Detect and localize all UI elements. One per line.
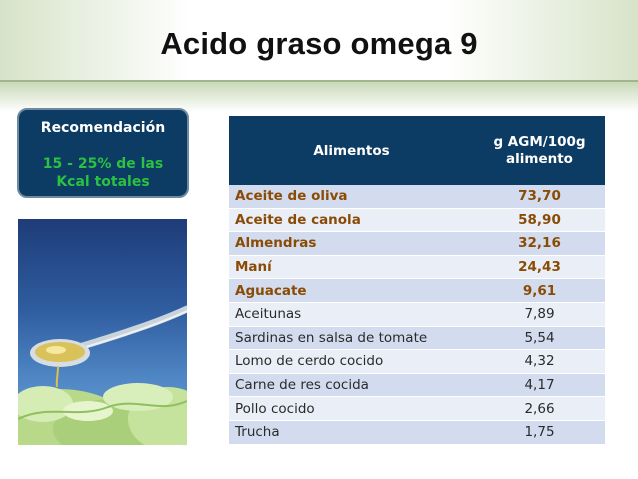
row-food: Pollo cocido xyxy=(235,400,315,417)
row-amount: 7,89 xyxy=(524,306,555,323)
row-amount: 4,32 xyxy=(524,353,555,370)
row-amount: 24,43 xyxy=(518,259,561,276)
table-row: Sardinas en salsa de tomate 5,54 xyxy=(229,326,605,351)
omega9-food-table: Alimentos g AGM/100g alimento Aceite de … xyxy=(229,116,605,445)
recommendation-value: 15 - 25% de las Kcal totales xyxy=(19,155,187,191)
column-header-amount-line2: alimento xyxy=(506,150,573,167)
row-food: Aguacate xyxy=(235,282,307,299)
row-food: Maní xyxy=(235,259,272,276)
row-amount: 2,66 xyxy=(524,400,555,417)
table-row: Carne de res cocida 4,17 xyxy=(229,373,605,398)
header-divider xyxy=(0,80,638,82)
spoon-illustration xyxy=(18,305,187,445)
olive-oil-spoon-photo xyxy=(18,219,187,445)
table-row: Maní 24,43 xyxy=(229,255,605,280)
slide-header xyxy=(0,0,638,82)
row-amount: 9,61 xyxy=(522,282,557,299)
header-band xyxy=(0,82,638,112)
recommendation-title: Recomendación xyxy=(40,120,166,136)
row-food: Carne de res cocida xyxy=(235,377,369,394)
table-row: Lomo de cerdo cocido 4,32 xyxy=(229,350,605,374)
row-food: Trucha xyxy=(235,424,280,441)
row-amount: 5,54 xyxy=(524,329,555,346)
row-food: Lomo de cerdo cocido xyxy=(235,353,384,370)
column-header-amount-line1: g AGM/100g xyxy=(493,133,586,150)
row-food: Aceite de oliva xyxy=(235,188,348,205)
slide-title: Acido graso omega 9 xyxy=(160,26,478,61)
table-row: Almendras 32,16 xyxy=(229,232,605,256)
column-header-food: Alimentos xyxy=(313,142,390,159)
recommendation-value-line2: Kcal totales xyxy=(56,174,150,190)
table-row: Aceite de oliva 73,70 xyxy=(229,185,605,209)
table-row: Aguacate 9,61 xyxy=(229,279,605,303)
table-row: Aceite de canola 58,90 xyxy=(229,208,605,233)
row-food: Sardinas en salsa de tomate xyxy=(235,329,428,346)
table-row: Aceitunas 7,89 xyxy=(229,302,605,327)
row-food: Aceite de canola xyxy=(235,211,361,228)
row-amount: 1,75 xyxy=(524,424,555,441)
table-header: Alimentos g AGM/100g alimento xyxy=(229,116,605,185)
row-amount: 58,90 xyxy=(518,211,561,228)
row-amount: 32,16 xyxy=(518,235,561,252)
table-row: Pollo cocido 2,66 xyxy=(229,397,605,421)
row-amount: 73,70 xyxy=(518,188,561,205)
column-header-amount: g AGM/100g alimento xyxy=(474,134,605,168)
recommendation-box: Recomendación 15 - 25% de las Kcal total… xyxy=(17,108,189,198)
row-food: Aceitunas xyxy=(235,306,302,323)
recommendation-value-line1: 15 - 25% de las xyxy=(42,156,164,172)
row-amount: 4,17 xyxy=(524,377,555,394)
row-food: Almendras xyxy=(235,235,317,252)
table-row: Trucha 1,75 xyxy=(229,420,605,445)
